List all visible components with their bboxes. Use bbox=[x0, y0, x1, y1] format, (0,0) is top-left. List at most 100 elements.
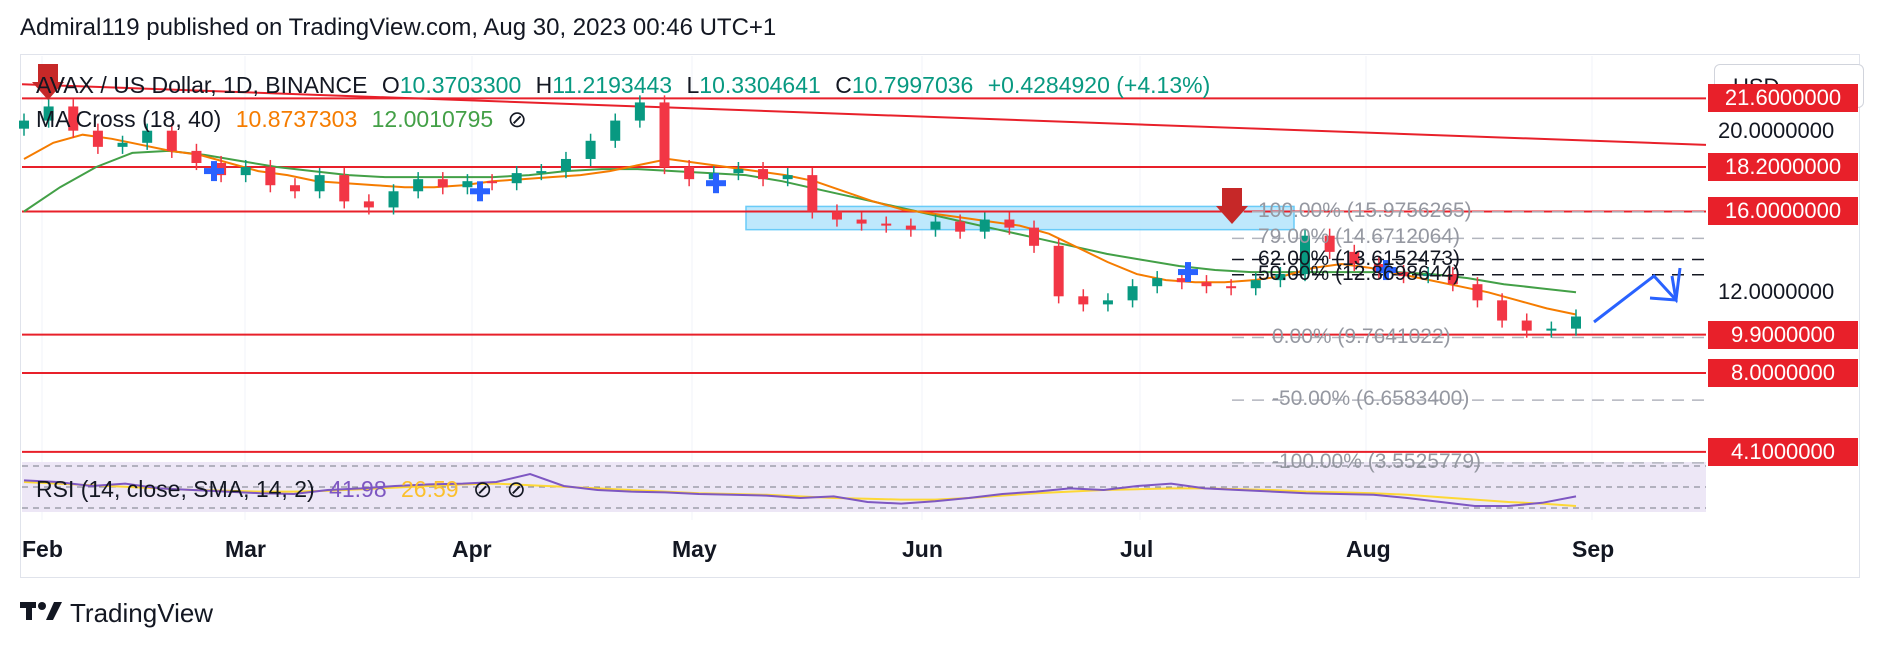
tradingview-logo-icon[interactable] bbox=[20, 598, 62, 629]
ma-name[interactable]: MA Cross (18, 40) bbox=[36, 106, 222, 132]
candle-body[interactable] bbox=[782, 175, 793, 180]
candle-body[interactable] bbox=[1053, 245, 1064, 297]
candle-body[interactable] bbox=[1423, 274, 1434, 277]
candle-body[interactable] bbox=[979, 219, 990, 232]
candle-body[interactable] bbox=[240, 167, 251, 176]
candle-body[interactable] bbox=[117, 142, 128, 147]
candle-body[interactable] bbox=[1546, 328, 1557, 331]
price-level-label[interactable]: 4.1000000 bbox=[1708, 437, 1858, 466]
fibonacci-label: 100.00% (15.9756265) bbox=[1258, 198, 1472, 222]
cross-signal-icon bbox=[211, 161, 217, 182]
price-level-label[interactable]: 12.0000000 bbox=[1718, 279, 1835, 305]
candle-body[interactable] bbox=[1201, 282, 1212, 287]
candle-body[interactable] bbox=[659, 102, 670, 168]
candle-body[interactable] bbox=[881, 223, 892, 226]
candle-body[interactable] bbox=[905, 225, 916, 230]
candle-body[interactable] bbox=[1078, 296, 1089, 305]
down-arrow-icon bbox=[32, 82, 64, 100]
candle-body[interactable] bbox=[634, 102, 645, 121]
down-arrow-icon bbox=[1216, 206, 1248, 224]
candle-body[interactable] bbox=[955, 221, 966, 232]
candle-body[interactable] bbox=[487, 181, 498, 184]
candle-body[interactable] bbox=[1324, 235, 1335, 252]
candle-body[interactable] bbox=[1472, 284, 1483, 301]
cross-signal-icon bbox=[1383, 260, 1389, 281]
candle-body[interactable] bbox=[536, 171, 547, 174]
price-level-label[interactable]: 16.0000000 bbox=[1708, 197, 1858, 226]
candle-body[interactable] bbox=[511, 173, 522, 184]
candle-body[interactable] bbox=[1176, 278, 1187, 283]
candle-body[interactable] bbox=[462, 181, 473, 188]
eye-off-icon[interactable]: ⊘ bbox=[472, 476, 493, 502]
candle-body[interactable] bbox=[265, 167, 276, 186]
projection-arrowhead-icon bbox=[1649, 275, 1678, 302]
symbol-legend: AVAX / US Dollar, 1D, BINANCE O10.370330… bbox=[36, 72, 1218, 99]
candle-body[interactable] bbox=[585, 140, 596, 159]
footer: TradingView bbox=[20, 598, 213, 629]
candle-body[interactable] bbox=[289, 185, 300, 192]
candle-body[interactable] bbox=[1349, 251, 1360, 264]
month-label: Jul bbox=[1120, 536, 1154, 562]
symbol-name[interactable]: AVAX / US Dollar, 1D, BINANCE bbox=[36, 72, 368, 98]
candle-body[interactable] bbox=[1571, 316, 1581, 329]
month-label: Apr bbox=[452, 536, 492, 562]
month-label: Mar bbox=[225, 536, 266, 562]
fibonacci-label: 62.00% (13.6152473) bbox=[1258, 246, 1460, 270]
candle-body[interactable] bbox=[1250, 280, 1261, 289]
candle-body[interactable] bbox=[437, 179, 448, 188]
candle-body[interactable] bbox=[339, 175, 350, 202]
candle-body[interactable] bbox=[610, 120, 621, 141]
candle-body[interactable] bbox=[43, 106, 54, 121]
footer-brand[interactable]: TradingView bbox=[70, 598, 214, 628]
candle-body[interactable] bbox=[314, 175, 325, 192]
projection-arrow[interactable] bbox=[1593, 267, 1682, 324]
candle-body[interactable] bbox=[1029, 227, 1040, 246]
candle-body[interactable] bbox=[1275, 274, 1286, 281]
price-level-label[interactable]: 20.0000000 bbox=[1718, 117, 1835, 143]
candle-body[interactable] bbox=[1102, 300, 1113, 305]
trendline[interactable] bbox=[21, 83, 1707, 146]
candle-body[interactable] bbox=[856, 219, 867, 224]
candle-body[interactable] bbox=[831, 211, 842, 220]
candle-body[interactable] bbox=[1004, 219, 1015, 228]
candle-body[interactable] bbox=[1127, 286, 1138, 301]
candle-body[interactable] bbox=[1521, 320, 1532, 331]
candle-body[interactable] bbox=[733, 169, 744, 174]
rsi-legend: RSI (14, close, SMA, 14, 2) 41.98 26.59 … bbox=[36, 476, 534, 503]
month-label: Sep bbox=[1572, 536, 1615, 562]
close-label: C bbox=[835, 72, 852, 98]
candle-body[interactable] bbox=[1497, 300, 1508, 321]
low-label: L bbox=[686, 72, 700, 98]
candle-body[interactable] bbox=[19, 120, 29, 129]
candle-body[interactable] bbox=[363, 201, 374, 208]
ma-slow-line bbox=[23, 149, 1577, 294]
candle-body[interactable] bbox=[758, 169, 769, 180]
price-level-label[interactable]: 9.9000000 bbox=[1708, 320, 1858, 349]
eye-off-icon[interactable]: ⊘ bbox=[506, 476, 526, 502]
candle-body[interactable] bbox=[930, 221, 941, 230]
candle-body[interactable] bbox=[1226, 286, 1237, 289]
candle-body[interactable] bbox=[1398, 272, 1409, 277]
rsi-name[interactable]: RSI (14, close, SMA, 14, 2) bbox=[36, 476, 315, 502]
candle-body[interactable] bbox=[92, 130, 103, 147]
rsi-value: 41.98 bbox=[329, 476, 387, 502]
candle-body[interactable] bbox=[388, 191, 399, 208]
candle-body[interactable] bbox=[560, 158, 571, 172]
candle-body[interactable] bbox=[142, 130, 153, 143]
price-level-label[interactable]: 8.0000000 bbox=[1708, 359, 1858, 388]
candle-body[interactable] bbox=[191, 150, 202, 164]
price-level-label[interactable]: 18.2000000 bbox=[1708, 153, 1858, 182]
candle-body[interactable] bbox=[68, 106, 79, 131]
candle-body[interactable] bbox=[1447, 274, 1458, 285]
candle-body[interactable] bbox=[1300, 235, 1311, 275]
candle-body[interactable] bbox=[166, 130, 177, 151]
close-value: 10.7997036 bbox=[851, 72, 974, 98]
candle-body[interactable] bbox=[413, 179, 424, 192]
candle-body[interactable] bbox=[807, 175, 818, 212]
price-level-label[interactable]: 21.6000000 bbox=[1708, 84, 1858, 113]
fibonacci-label: 50.00% (12.8698644) bbox=[1258, 261, 1460, 285]
candle-body[interactable] bbox=[1152, 278, 1163, 287]
eye-off-icon[interactable]: ⊘ bbox=[507, 106, 527, 132]
candle-body[interactable] bbox=[684, 167, 695, 180]
